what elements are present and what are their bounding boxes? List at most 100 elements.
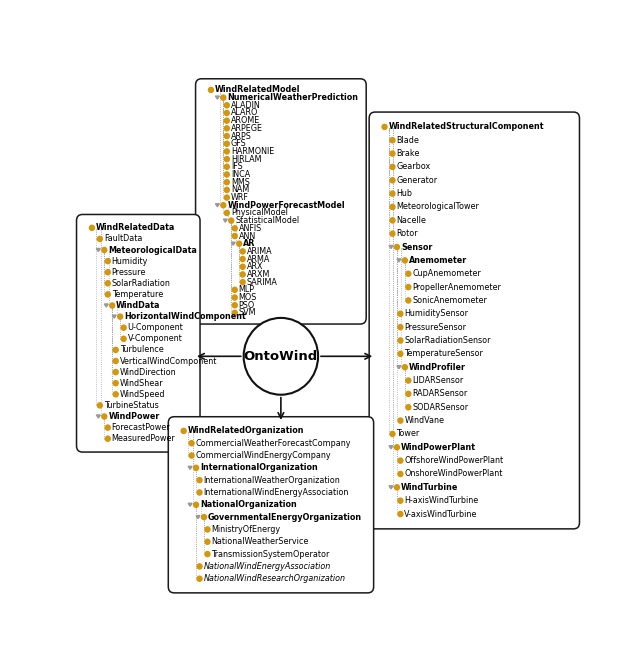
Polygon shape: [104, 304, 108, 307]
Circle shape: [232, 303, 237, 308]
Text: SODARSensor: SODARSensor: [412, 403, 468, 412]
Circle shape: [232, 295, 237, 300]
Polygon shape: [231, 242, 236, 245]
Text: ARPEGE: ARPEGE: [231, 124, 263, 133]
Circle shape: [403, 258, 408, 263]
Text: HorizontalWindComponent: HorizontalWindComponent: [124, 312, 246, 321]
Circle shape: [205, 527, 210, 532]
Text: TurbineStatus: TurbineStatus: [104, 401, 159, 410]
Circle shape: [390, 178, 395, 183]
Polygon shape: [97, 249, 100, 251]
Circle shape: [221, 95, 226, 100]
Polygon shape: [97, 415, 100, 418]
Circle shape: [225, 188, 229, 192]
Text: WindSpeed: WindSpeed: [120, 390, 165, 399]
Text: Turbulence: Turbulence: [120, 345, 163, 354]
Text: ARMA: ARMA: [246, 255, 270, 263]
Circle shape: [106, 281, 110, 286]
Polygon shape: [389, 245, 393, 249]
Circle shape: [118, 314, 123, 319]
Circle shape: [382, 124, 387, 130]
Circle shape: [90, 225, 94, 230]
Text: AR: AR: [243, 239, 255, 248]
Text: ALADIN: ALADIN: [231, 101, 260, 110]
Circle shape: [240, 257, 245, 261]
Text: WindRelatedData: WindRelatedData: [96, 223, 175, 232]
Circle shape: [209, 87, 213, 92]
Text: AROME: AROME: [231, 116, 260, 125]
Text: PressureSensor: PressureSensor: [404, 323, 467, 332]
Polygon shape: [188, 503, 192, 506]
Circle shape: [390, 138, 395, 143]
Circle shape: [390, 204, 395, 209]
Circle shape: [394, 485, 399, 490]
Circle shape: [106, 436, 110, 442]
Text: WRF: WRF: [231, 193, 249, 202]
Text: Hub: Hub: [396, 189, 412, 198]
Circle shape: [398, 311, 403, 317]
Circle shape: [113, 347, 118, 352]
Text: HARMONIE: HARMONIE: [231, 147, 274, 156]
Text: ARXM: ARXM: [246, 270, 270, 279]
Text: WindRelatedOrganization: WindRelatedOrganization: [188, 426, 304, 436]
Circle shape: [390, 432, 395, 436]
Text: Rotor: Rotor: [396, 229, 418, 238]
Circle shape: [225, 102, 229, 108]
Text: GovernmentalEnergyOrganization: GovernmentalEnergyOrganization: [208, 513, 362, 521]
Circle shape: [225, 149, 229, 154]
Text: WindShear: WindShear: [120, 378, 163, 388]
Circle shape: [390, 231, 395, 236]
Text: WindPower: WindPower: [108, 412, 159, 421]
Text: MOS: MOS: [239, 293, 257, 302]
Circle shape: [189, 441, 194, 446]
Circle shape: [240, 249, 245, 254]
Circle shape: [102, 414, 107, 419]
Circle shape: [394, 245, 399, 249]
Text: SolarRadiation: SolarRadiation: [112, 279, 171, 288]
Text: ALARO: ALARO: [231, 108, 258, 118]
Circle shape: [102, 247, 107, 253]
Text: Generator: Generator: [396, 176, 438, 185]
Text: Temperature: Temperature: [112, 290, 163, 299]
Circle shape: [406, 378, 411, 383]
Text: PropellerAnemometer: PropellerAnemometer: [412, 283, 501, 291]
Circle shape: [106, 270, 110, 275]
Text: IFS: IFS: [231, 162, 243, 172]
Circle shape: [394, 445, 399, 450]
Circle shape: [205, 551, 210, 557]
Circle shape: [197, 576, 202, 581]
Text: ARIMA: ARIMA: [246, 247, 272, 256]
Text: OnshoreWindPowerPlant: OnshoreWindPowerPlant: [404, 469, 503, 479]
Text: InternationalWeatherOrganization: InternationalWeatherOrganization: [204, 475, 340, 485]
Circle shape: [232, 287, 237, 293]
Text: InternationalWindEnergyAssociation: InternationalWindEnergyAssociation: [204, 488, 349, 497]
Polygon shape: [216, 96, 220, 99]
Text: Gearbox: Gearbox: [396, 162, 431, 172]
Circle shape: [244, 318, 318, 395]
Circle shape: [225, 134, 229, 138]
Circle shape: [225, 126, 229, 131]
Circle shape: [225, 110, 229, 116]
Text: Sensor: Sensor: [401, 243, 432, 251]
Circle shape: [106, 259, 110, 264]
Text: WindRelatedStructuralComponent: WindRelatedStructuralComponent: [388, 122, 544, 132]
Circle shape: [406, 298, 411, 303]
Circle shape: [113, 370, 118, 374]
Circle shape: [229, 218, 234, 223]
Circle shape: [232, 233, 237, 239]
Circle shape: [189, 453, 194, 458]
Text: INCA: INCA: [231, 170, 250, 179]
FancyBboxPatch shape: [168, 417, 374, 593]
Polygon shape: [389, 446, 393, 449]
Circle shape: [197, 477, 202, 483]
Text: V-Component: V-Component: [127, 334, 182, 343]
Text: ANN: ANN: [239, 231, 256, 241]
Text: SonicAnemometer: SonicAnemometer: [412, 296, 487, 305]
Text: PSO: PSO: [239, 301, 255, 310]
Text: OntoWind: OntoWind: [244, 350, 318, 363]
Circle shape: [398, 471, 403, 477]
Circle shape: [240, 272, 245, 277]
Text: MeasuredPower: MeasuredPower: [112, 434, 175, 443]
Circle shape: [197, 490, 202, 495]
Text: TransmissionSystemOperator: TransmissionSystemOperator: [211, 549, 330, 559]
